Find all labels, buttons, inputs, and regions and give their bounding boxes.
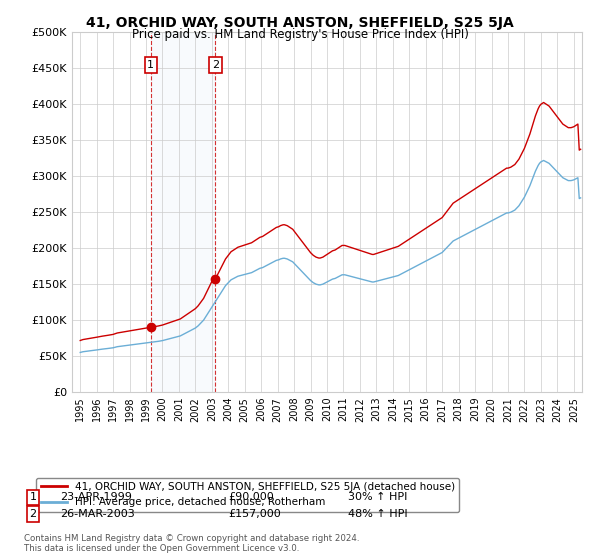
Legend: 41, ORCHID WAY, SOUTH ANSTON, SHEFFIELD, S25 5JA (detached house), HPI: Average : 41, ORCHID WAY, SOUTH ANSTON, SHEFFIELD,… [37, 478, 459, 512]
Text: £157,000: £157,000 [228, 509, 281, 519]
Text: 2: 2 [212, 60, 219, 70]
Text: 41, ORCHID WAY, SOUTH ANSTON, SHEFFIELD, S25 5JA: 41, ORCHID WAY, SOUTH ANSTON, SHEFFIELD,… [86, 16, 514, 30]
Text: Price paid vs. HM Land Registry's House Price Index (HPI): Price paid vs. HM Land Registry's House … [131, 28, 469, 41]
Text: 30% ↑ HPI: 30% ↑ HPI [348, 492, 407, 502]
Text: 2: 2 [29, 509, 37, 519]
Text: 48% ↑ HPI: 48% ↑ HPI [348, 509, 407, 519]
Text: 26-MAR-2003: 26-MAR-2003 [60, 509, 135, 519]
Text: £90,000: £90,000 [228, 492, 274, 502]
Text: 23-APR-1999: 23-APR-1999 [60, 492, 132, 502]
Text: 1: 1 [148, 60, 154, 70]
Text: Contains HM Land Registry data © Crown copyright and database right 2024.
This d: Contains HM Land Registry data © Crown c… [24, 534, 359, 553]
Text: 1: 1 [29, 492, 37, 502]
Bar [151, 32, 215, 392]
